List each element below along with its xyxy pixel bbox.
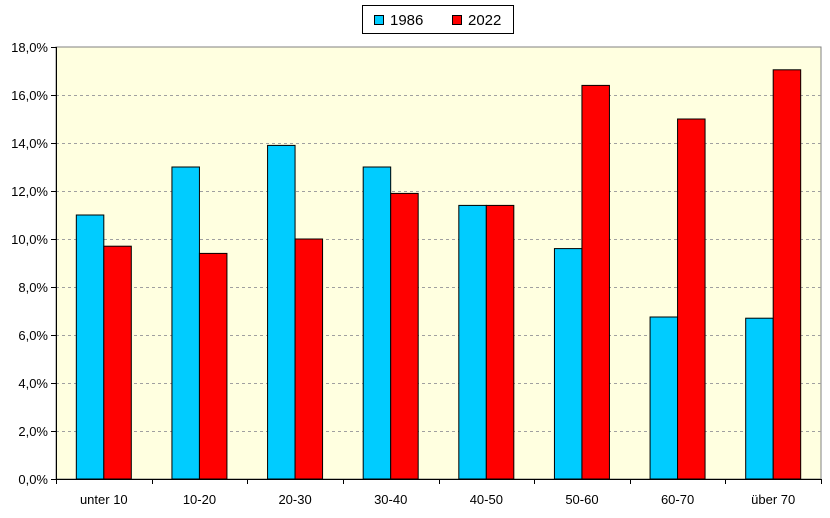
y-tick-label: 4,0% (18, 376, 48, 391)
bars (75, 69, 802, 480)
bar-1986-50-60 (553, 248, 583, 480)
x-tick-label: 10-20 (183, 492, 216, 507)
axes (51, 47, 822, 484)
y-tick-label: 0,0% (18, 472, 48, 487)
y-tick-label: 8,0% (18, 280, 48, 295)
y-tick-label: 14,0% (11, 136, 48, 151)
y-tick-label: 10,0% (11, 232, 48, 247)
bar-2022-über-70 (772, 69, 802, 480)
y-tick-label: 16,0% (11, 88, 48, 103)
legend-swatch-1986 (374, 15, 384, 25)
y-tick-label: 2,0% (18, 424, 48, 439)
bar-1986-20-30 (267, 144, 296, 480)
bar-2022-50-60 (581, 84, 610, 480)
bar-2022-60-70 (677, 118, 706, 480)
y-tick-labels: 0,0% 2,0% 4,0% 6,0% 8,0% 10,0% 12,0% 14,0% 16,0%… (11, 40, 48, 487)
x-tick-label: 50-60 (565, 492, 598, 507)
legend-box (362, 5, 514, 34)
x-tick-label: 20-30 (278, 492, 311, 507)
y-tick-label: 6,0% (18, 328, 48, 343)
y-tick-label: 12,0% (11, 184, 48, 199)
x-tick-label: unter 10 (80, 492, 128, 507)
legend-swatch-2022 (452, 15, 462, 25)
bar-1986-60-70 (649, 316, 679, 480)
bar-2022-10-20 (198, 252, 228, 480)
bar-1986-unter-10 (75, 214, 105, 480)
x-tick-label: über 70 (751, 492, 795, 507)
legend: 1986 2022 (362, 5, 514, 34)
bar-2022-20-30 (294, 238, 324, 480)
bar-1986-30-40 (362, 166, 392, 480)
x-tick-label: 40-50 (470, 492, 503, 507)
bar-1986-40-50 (458, 204, 487, 480)
bar-2022-30-40 (390, 192, 419, 480)
x-tick-label: 30-40 (374, 492, 407, 507)
bar-1986-10-20 (171, 166, 200, 480)
x-tick-labels: unter 10 10-20 20-30 30-40 40-50 50-60 60-70 üb… (80, 492, 795, 507)
y-tick-label: 18,0% (11, 40, 48, 55)
bar-1986-über-70 (745, 317, 774, 480)
bar-2022-40-50 (485, 204, 515, 480)
x-tick-label: 60-70 (661, 492, 694, 507)
legend-label-1986: 1986 (390, 12, 423, 29)
plot-area (55, 46, 822, 480)
legend-label-2022: 2022 (468, 12, 501, 29)
bar-2022-unter-10 (103, 245, 132, 480)
